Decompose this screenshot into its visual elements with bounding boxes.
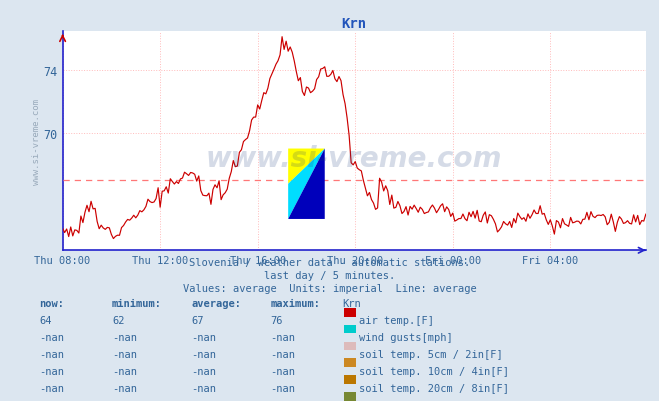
Text: -nan: -nan — [270, 383, 295, 393]
Text: -nan: -nan — [40, 383, 65, 393]
Text: -nan: -nan — [40, 400, 65, 401]
Text: -nan: -nan — [112, 366, 137, 376]
Text: 76: 76 — [270, 316, 283, 326]
Text: Slovenia / weather data - automatic stations.: Slovenia / weather data - automatic stat… — [189, 257, 470, 267]
Text: Krn: Krn — [343, 299, 361, 309]
Text: www.si-vreme.com: www.si-vreme.com — [206, 145, 502, 173]
Text: -nan: -nan — [191, 332, 216, 342]
Text: -nan: -nan — [270, 332, 295, 342]
Text: -nan: -nan — [40, 349, 65, 359]
Text: -nan: -nan — [270, 400, 295, 401]
Text: soil temp. 5cm / 2in[F]: soil temp. 5cm / 2in[F] — [359, 349, 503, 359]
Text: -nan: -nan — [40, 366, 65, 376]
Polygon shape — [288, 149, 325, 219]
Text: 64: 64 — [40, 316, 52, 326]
Title: Krn: Krn — [341, 17, 367, 31]
Text: now:: now: — [40, 299, 65, 309]
Text: soil temp. 20cm / 8in[F]: soil temp. 20cm / 8in[F] — [359, 383, 509, 393]
Text: -nan: -nan — [40, 332, 65, 342]
Text: -nan: -nan — [112, 383, 137, 393]
Text: soil temp. 30cm / 12in[F]: soil temp. 30cm / 12in[F] — [359, 400, 515, 401]
Polygon shape — [288, 149, 325, 184]
Text: -nan: -nan — [112, 349, 137, 359]
Text: -nan: -nan — [112, 400, 137, 401]
Text: -nan: -nan — [191, 400, 216, 401]
Text: -nan: -nan — [191, 366, 216, 376]
Text: -nan: -nan — [191, 383, 216, 393]
Text: 67: 67 — [191, 316, 204, 326]
Y-axis label: www.si-vreme.com: www.si-vreme.com — [32, 99, 41, 184]
Text: -nan: -nan — [191, 349, 216, 359]
Text: -nan: -nan — [270, 349, 295, 359]
Text: -nan: -nan — [112, 332, 137, 342]
Text: wind gusts[mph]: wind gusts[mph] — [359, 332, 453, 342]
Text: -nan: -nan — [270, 366, 295, 376]
Text: air temp.[F]: air temp.[F] — [359, 316, 434, 326]
Polygon shape — [288, 149, 325, 219]
Text: average:: average: — [191, 299, 241, 309]
Text: Values: average  Units: imperial  Line: average: Values: average Units: imperial Line: av… — [183, 284, 476, 294]
Text: maximum:: maximum: — [270, 299, 320, 309]
Text: last day / 5 minutes.: last day / 5 minutes. — [264, 271, 395, 281]
Text: soil temp. 10cm / 4in[F]: soil temp. 10cm / 4in[F] — [359, 366, 509, 376]
Text: 62: 62 — [112, 316, 125, 326]
Text: minimum:: minimum: — [112, 299, 162, 309]
